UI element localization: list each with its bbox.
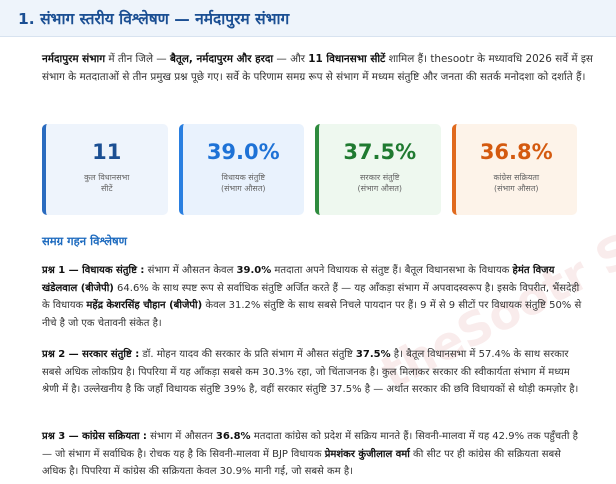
question-lead: प्रश्न 1 — विधायक संतुष्टि : (42, 265, 145, 276)
intro-text-1: में तीन जिले — (105, 53, 170, 65)
para-highlight: 39.0% (236, 265, 272, 276)
stat-label-line-2: सीटें (100, 184, 113, 193)
intro-text-3: शामिल हैं। thesootr के मध्यावधि 2026 सर्… (42, 53, 593, 83)
stat-card-govt-satisfaction: 37.5% सरकार संतुष्टि (संभाग औसत) (315, 124, 441, 215)
stat-label: विधायक संतुष्टि (संभाग औसत) (221, 172, 266, 194)
stat-label-line-1: विधायक संतुष्टि (221, 173, 266, 182)
para-text: संभाग में औसतन (146, 431, 216, 442)
stat-label-line-2: (संभाग औसत) (220, 184, 266, 193)
stat-label-line-1: सरकार संतुष्टि (360, 173, 400, 182)
stat-label-line-2: (संभाग औसत) (493, 184, 539, 193)
para-text: डॉ. मोहन यादव की सरकार के प्रति संभाग मे… (139, 349, 356, 360)
para-highlight: महेंद्र केशरसिंह चौहान (बीजेपी) (86, 300, 203, 311)
intro-division-name: नर्मदापुरम संभाग (42, 53, 106, 65)
stat-value: 36.8% (479, 140, 553, 164)
stat-label-line-1: कुल विधानसभा (84, 173, 130, 182)
intro-seat-count: 11 विधानसभा सीटें (308, 53, 386, 65)
para-highlight: 36.8% (215, 431, 251, 442)
stat-value: 39.0% (206, 140, 280, 164)
analysis-paragraph-q2: प्रश्न 2 — सरकार संतुष्टि : डॉ. मोहन याद… (42, 346, 587, 399)
stat-label: सरकार संतुष्टि (संभाग औसत) (357, 172, 402, 194)
intro-text-2: — और (273, 53, 309, 65)
stat-label-line-1: कांग्रेस सक्रियता (493, 173, 540, 182)
para-text: संभाग में औसतन केवल (144, 265, 237, 276)
question-lead: प्रश्न 3 — कांग्रेस सक्रियता : (42, 431, 147, 442)
para-highlight: हेमंत विजय खंडेलवाल (बीजेपी) (42, 265, 555, 294)
stat-label-line-2: (संभाग औसत) (357, 184, 403, 193)
intro-paragraph: नर्मदापुरम संभाग में तीन जिले — बैतूल, न… (42, 50, 602, 86)
stat-value: 11 (92, 140, 122, 164)
page-title: 1. संभाग स्तरीय विश्लेषण — नर्मदापुरम सं… (18, 10, 290, 28)
analysis-paragraph-q3: प्रश्न 3 — कांग्रेस सक्रियता : संभाग में… (42, 428, 587, 481)
stat-card-total-seats: 11 कुल विधानसभा सीटें (42, 124, 168, 215)
stat-label: कांग्रेस सक्रियता (संभाग औसत) (493, 172, 539, 194)
section-header: 1. संभाग स्तरीय विश्लेषण — नर्मदापुरम सं… (0, 0, 616, 37)
stat-cards: 11 कुल विधानसभा सीटें 39.0% विधायक संतुष्… (42, 124, 577, 215)
para-text: मतदाता कांग्रेस को प्रदेश में सक्रिय मान… (42, 431, 578, 460)
para-highlight: प्रेमशंकर कुंजीलाल वर्मा (324, 448, 410, 460)
para-highlight: 37.5% (355, 349, 391, 360)
stat-value: 37.5% (343, 140, 417, 164)
para-text: की सीट पर ही कांग्रेस की सक्रियता सबसे अ… (42, 448, 561, 478)
analysis-paragraph-q1: प्रश्न 1 — विधायक संतुष्टि : संभाग में औ… (42, 262, 587, 332)
section-title: समग्र गहन विश्लेषण (42, 234, 127, 248)
para-text: मतदाता अपने विधायक से संतुष्ट हैं। बैतूल… (271, 265, 513, 276)
stat-card-mla-satisfaction: 39.0% विधायक संतुष्टि (संभाग औसत) (178, 124, 304, 215)
question-lead: प्रश्न 2 — सरकार संतुष्टि : (42, 349, 140, 360)
stat-label: कुल विधानसभा सीटें (84, 172, 129, 194)
para-text: है। बैतूल विधानसभा में 57.4% के साथ सरका… (42, 349, 579, 395)
para-text: केवल 31.2% संतुष्टि के साथ सबसे निचले पा… (42, 300, 582, 329)
para-text: 64.6% के साथ स्पष्ट रूप से सर्वाधिक संतु… (42, 282, 580, 312)
intro-districts: बैतूल, नर्मदापुरम और हरदा (170, 53, 274, 65)
stat-card-congress-activity: 36.8% कांग्रेस सक्रियता (संभाग औसत) (451, 124, 577, 215)
